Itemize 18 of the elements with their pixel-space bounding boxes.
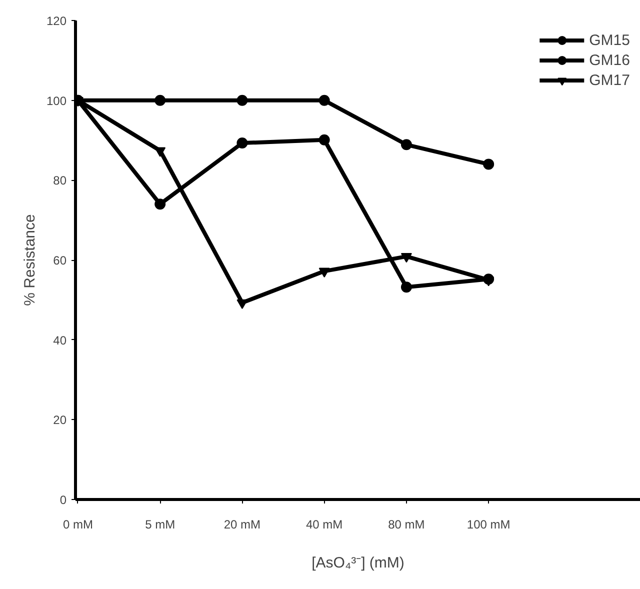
x-tick-label: 100 mM bbox=[466, 518, 510, 532]
legend-label: GM17 bbox=[589, 72, 630, 88]
x-tick-label: 40 mM bbox=[306, 518, 343, 532]
y-tick-label: 20 bbox=[53, 413, 67, 428]
legend-label: GM15 bbox=[589, 32, 630, 48]
x-axis-title: [AsO₄³⁻] (mM) bbox=[312, 554, 404, 572]
x-tick-label: 0 mM bbox=[62, 518, 93, 532]
x-tick-label: 80 mM bbox=[388, 518, 425, 532]
legend-label: GM16 bbox=[589, 52, 630, 68]
x-tick-label: 5 mM bbox=[145, 518, 176, 532]
y-tick-label: 120 bbox=[46, 14, 67, 28]
y-tick-label: 80 bbox=[53, 174, 67, 188]
y-tick-label: 100 bbox=[46, 94, 67, 108]
x-tick-label: 20 mM bbox=[224, 518, 261, 532]
y-tick-label: 60 bbox=[53, 254, 67, 268]
y-tick-label: 0 bbox=[60, 493, 67, 507]
y-axis-title: % Resistance bbox=[21, 214, 38, 306]
y-tick-label: 40 bbox=[53, 333, 67, 348]
